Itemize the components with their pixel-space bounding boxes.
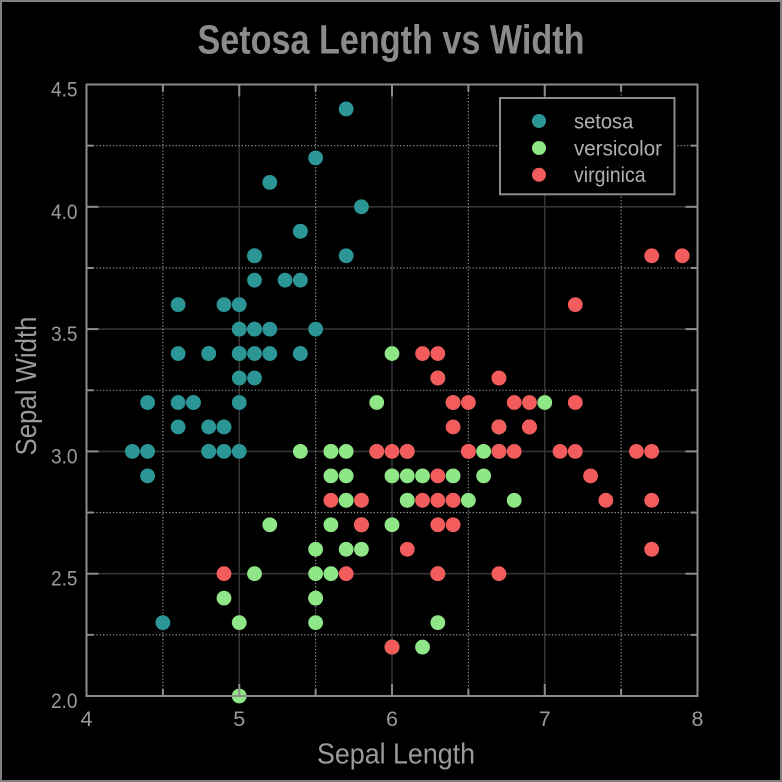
svg-text:2.0: 2.0 — [51, 689, 78, 713]
svg-text:2.5: 2.5 — [51, 567, 78, 591]
svg-text:3.0: 3.0 — [51, 444, 78, 468]
svg-text:5: 5 — [233, 707, 245, 731]
svg-text:Sepal Length: Sepal Length — [317, 739, 475, 771]
svg-text:6: 6 — [386, 707, 398, 731]
svg-text:setosa: setosa — [574, 110, 634, 133]
svg-text:Sepal Width: Sepal Width — [11, 317, 43, 456]
svg-text:versicolor: versicolor — [574, 137, 662, 160]
svg-text:3.5: 3.5 — [51, 322, 78, 346]
svg-text:4.5: 4.5 — [51, 78, 78, 102]
svg-text:virginica: virginica — [574, 164, 646, 187]
svg-text:Setosa Length vs Width: Setosa Length vs Width — [198, 17, 585, 63]
svg-text:7: 7 — [539, 707, 551, 731]
svg-text:8: 8 — [692, 707, 704, 731]
svg-text:4: 4 — [81, 707, 93, 731]
svg-text:4.0: 4.0 — [51, 200, 78, 224]
